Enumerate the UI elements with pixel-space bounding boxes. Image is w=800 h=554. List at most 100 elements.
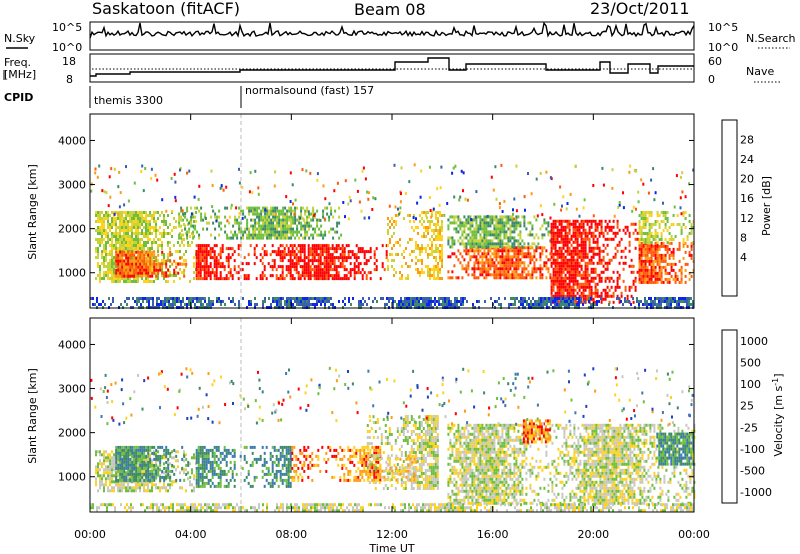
heatmap-cell bbox=[624, 297, 626, 300]
heatmap-cell bbox=[328, 218, 331, 222]
heatmap-cell bbox=[624, 246, 627, 250]
heatmap-cell bbox=[203, 253, 206, 257]
heatmap-cell bbox=[349, 250, 352, 254]
heatmap-cell bbox=[186, 206, 189, 210]
heatmap-cell bbox=[630, 270, 633, 274]
heatmap-cell bbox=[333, 268, 336, 272]
heatmap-cell bbox=[442, 297, 444, 300]
heatmap-cell bbox=[361, 247, 364, 251]
heatmap-cell bbox=[564, 300, 566, 303]
heatmap-cell bbox=[511, 236, 514, 240]
heatmap-cell bbox=[598, 255, 601, 259]
heatmap-cell bbox=[632, 264, 635, 268]
heatmap-cell bbox=[594, 246, 597, 250]
heatmap-cell bbox=[329, 274, 332, 278]
heatmap-cell bbox=[280, 218, 283, 222]
heatmap-cell bbox=[159, 244, 161, 247]
heatmap-cell bbox=[674, 235, 677, 238]
heatmap-cell bbox=[231, 274, 234, 278]
heatmap-cell bbox=[650, 244, 653, 248]
heatmap-cell bbox=[475, 245, 478, 249]
heatmap-cell bbox=[560, 222, 563, 226]
heatmap-cell bbox=[262, 218, 265, 222]
freq-label-1: Freq. bbox=[4, 56, 31, 69]
heatmap-cell bbox=[582, 225, 585, 229]
heatmap-cell bbox=[345, 244, 348, 248]
heatmap-cell bbox=[300, 227, 303, 231]
heatmap-cell bbox=[369, 247, 372, 251]
heatmap-cell bbox=[457, 239, 460, 243]
heatmap-cell bbox=[460, 297, 462, 300]
heatmap-cell bbox=[387, 244, 389, 247]
heatmap-cell bbox=[658, 274, 661, 278]
heatmap-cell bbox=[291, 250, 294, 254]
heatmap-cell bbox=[335, 265, 338, 269]
heatmap-cell bbox=[294, 230, 297, 234]
nave-label: Nave bbox=[746, 65, 774, 78]
heatmap-cell bbox=[248, 209, 251, 213]
heatmap-cell bbox=[303, 244, 306, 248]
heatmap-cell bbox=[503, 273, 506, 277]
heatmap-cell bbox=[202, 218, 205, 222]
heatmap-cell bbox=[397, 253, 399, 256]
heatmap-cell bbox=[408, 180, 411, 184]
heatmap-cell bbox=[159, 262, 162, 266]
heatmap-cell bbox=[97, 489, 99, 493]
heatmap-cell bbox=[315, 259, 318, 263]
heatmap-cell bbox=[288, 224, 291, 228]
heatmap-cell bbox=[444, 303, 446, 306]
heatmap-cell bbox=[531, 267, 534, 271]
heatmap-cell bbox=[504, 297, 506, 300]
heatmap-cell bbox=[501, 255, 504, 259]
heatmap-cell bbox=[135, 265, 138, 269]
heatmap-cell bbox=[642, 214, 645, 217]
heatmap-cell bbox=[259, 277, 262, 281]
heatmap-cell bbox=[115, 244, 117, 247]
heatmap-cell bbox=[268, 221, 271, 225]
heatmap-cell bbox=[155, 265, 158, 269]
heatmap-cell bbox=[393, 232, 395, 235]
heatmap-cell bbox=[568, 285, 571, 289]
heatmap-cell bbox=[544, 303, 546, 306]
heatmap-cell bbox=[568, 267, 571, 271]
heatmap-cell bbox=[136, 297, 138, 300]
heatmap-cell bbox=[319, 265, 322, 269]
heatmap-cell bbox=[545, 261, 548, 265]
heatmap-cell bbox=[477, 276, 480, 280]
heatmap-cell bbox=[604, 237, 607, 241]
heatmap-cell bbox=[107, 211, 109, 214]
heatmap-cell bbox=[185, 259, 187, 262]
heatmap-cell bbox=[439, 250, 441, 253]
heatmap-cell bbox=[574, 225, 577, 229]
heatmap-cell bbox=[157, 259, 159, 262]
heatmap-cell bbox=[97, 262, 99, 265]
heatmap-cell bbox=[584, 294, 587, 298]
heatmap-cell bbox=[227, 253, 230, 257]
heatmap-cell bbox=[143, 256, 146, 260]
heatmap-cell bbox=[439, 226, 441, 229]
heatmap-cell bbox=[664, 253, 667, 257]
heatmap-cell bbox=[471, 221, 474, 225]
heatmap-cell bbox=[612, 219, 615, 223]
heatmap-cell bbox=[644, 265, 647, 269]
heatmap-cell bbox=[559, 185, 562, 189]
heatmap-cell bbox=[519, 249, 522, 253]
heatmap-cell bbox=[522, 303, 524, 306]
heatmap-cell bbox=[624, 285, 627, 289]
heatmap-cell bbox=[662, 256, 665, 260]
heatmap-cell bbox=[485, 215, 488, 219]
heatmap-cell bbox=[247, 262, 250, 266]
heatmap-cell bbox=[552, 231, 555, 235]
heatmap-cell bbox=[668, 303, 670, 306]
heatmap-cell bbox=[489, 230, 492, 234]
heatmap-cell bbox=[115, 211, 117, 214]
heatmap-cell bbox=[261, 271, 264, 275]
heatmap-cell bbox=[184, 215, 187, 219]
heatmap-cell bbox=[652, 259, 655, 263]
heatmap-cell bbox=[481, 258, 484, 262]
heatmap-cell bbox=[139, 274, 142, 278]
heatmap-cell bbox=[148, 303, 150, 306]
heatmap-cell bbox=[282, 206, 285, 210]
heatmap-cell bbox=[385, 244, 388, 248]
heatmap-cell bbox=[139, 250, 142, 254]
